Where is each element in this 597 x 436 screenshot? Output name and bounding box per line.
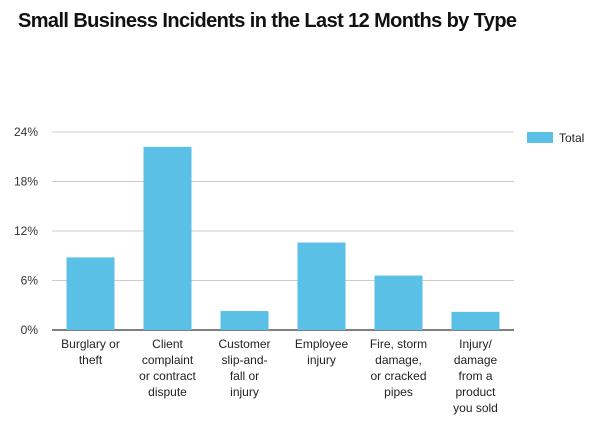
y-axis-ticks: 0% 6% 12% 18% 24%: [14, 125, 38, 337]
legend: Total: [527, 131, 584, 145]
x-category-label: Injury/damage from a product you sold: [453, 337, 498, 415]
bar: [297, 242, 346, 330]
bar: [66, 257, 115, 330]
x-category-label: Client complaint or contract dispute: [139, 337, 196, 399]
gridlines: [52, 131, 514, 331]
y-tick-label: 12%: [14, 224, 38, 238]
x-category-label: Fire, storm damage, or cracked pipes: [370, 337, 427, 399]
bar: [220, 311, 269, 330]
bar: [143, 146, 192, 330]
x-category-label: Employee injury: [295, 337, 349, 367]
y-tick-label: 24%: [14, 125, 38, 139]
bar: [374, 275, 423, 330]
chart-title: Small Business Incidents in the Last 12 …: [18, 10, 517, 32]
bars: [66, 146, 500, 330]
x-axis-labels: Burglary or theft Client complaint or contra…: [61, 337, 498, 415]
y-tick-label: 0%: [21, 323, 39, 337]
y-tick-label: 6%: [21, 274, 39, 288]
legend-label: Total: [559, 131, 584, 145]
x-category-label: Customer slip-and-fall or injury: [218, 337, 270, 399]
x-category-label: Burglary or theft: [61, 337, 120, 367]
legend-swatch: [527, 132, 553, 143]
y-tick-label: 18%: [14, 175, 38, 189]
bar: [451, 311, 500, 330]
